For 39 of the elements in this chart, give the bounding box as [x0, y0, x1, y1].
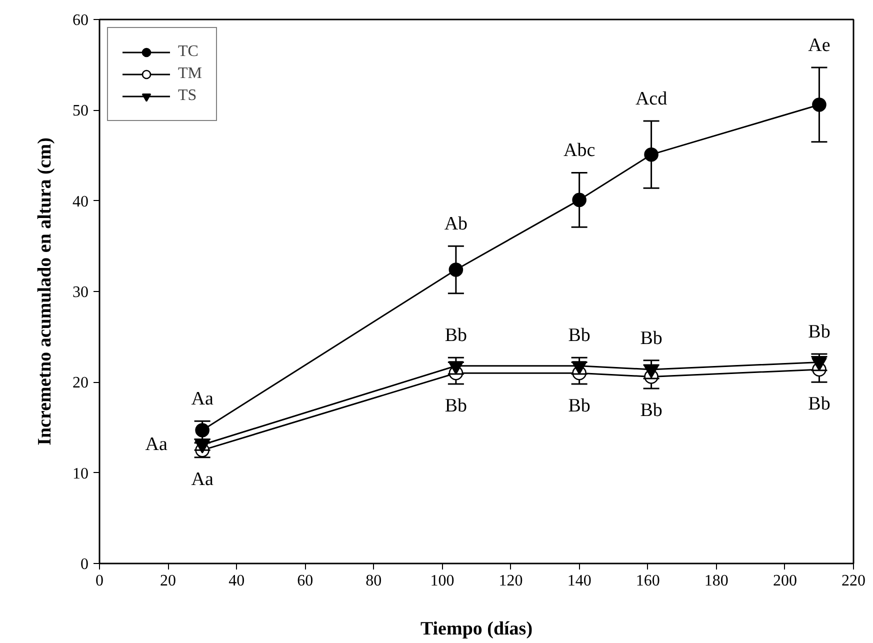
annotation: Ae [808, 35, 830, 56]
annotation: Acd [635, 88, 668, 110]
x-tick-label: 120 [498, 572, 523, 590]
legend-label: TM [178, 65, 202, 83]
annotation: Aa [191, 388, 214, 410]
annotation: Aa [145, 434, 168, 456]
x-tick-label: 20 [160, 572, 176, 590]
annotation: Bb [568, 325, 590, 346]
annotation: Bb [808, 394, 830, 415]
y-axis-title: Incremetno acumulado en altura (cm) [34, 138, 56, 446]
y-tick-label: 50 [72, 102, 88, 120]
x-tick-label: 0 [96, 572, 104, 590]
y-tick-label: 60 [72, 12, 88, 29]
annotation: Bb [444, 325, 468, 346]
x-tick-label: 200 [772, 572, 797, 590]
x-tick-label: 160 [636, 572, 660, 590]
x-tick-label: 180 [704, 572, 728, 590]
y-tick-label: 40 [72, 193, 88, 210]
annotation: Bb [808, 322, 830, 343]
annotation: Bb [640, 328, 662, 349]
x-tick-label: 40 [228, 572, 245, 590]
annotation: Abc [563, 140, 596, 162]
y-tick-label: 0 [80, 556, 88, 573]
x-tick-label: 60 [297, 572, 314, 590]
x-axis-title: Tiempo (días) [420, 618, 533, 640]
x-tick-label: 220 [842, 572, 866, 590]
x-tick-label: 80 [366, 572, 382, 590]
annotation: Ab [444, 214, 468, 235]
annotation: Bb [444, 395, 468, 416]
y-tick-label: 10 [72, 465, 88, 482]
annotation: Bb [640, 400, 662, 422]
legend-label: TC [178, 43, 198, 61]
y-tick-label: 20 [72, 374, 88, 392]
x-tick-label: 140 [567, 572, 592, 590]
annotation: Bb [568, 395, 590, 416]
y-tick-label: 30 [72, 284, 88, 301]
legend-label: TS [178, 87, 198, 105]
annotation: Aa [191, 468, 214, 490]
x-tick-label: 100 [430, 572, 454, 590]
